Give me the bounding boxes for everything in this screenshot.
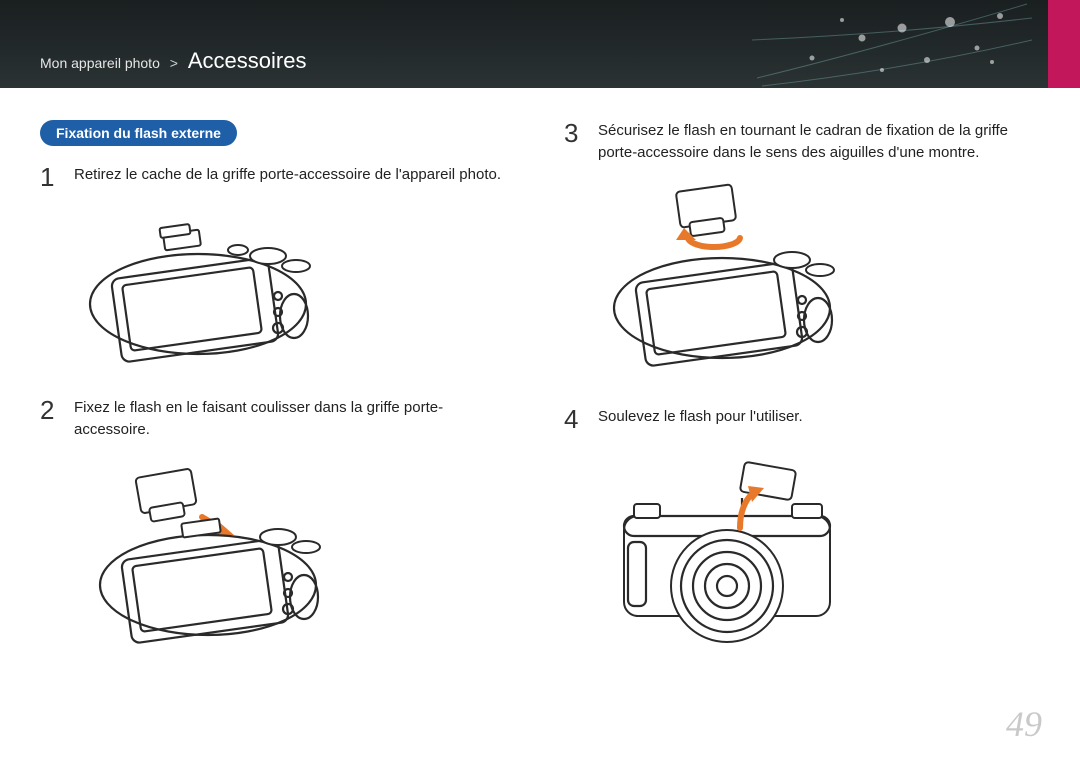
breadcrumb-separator: > (164, 55, 184, 71)
page-number: 49 (1006, 703, 1042, 745)
breadcrumb-parent: Mon appareil photo (40, 55, 160, 71)
right-column: 3 Sécurisez le flash en tournant le cadr… (564, 120, 1040, 686)
left-column: Fixation du flash externe 1 Retirez le c… (40, 120, 516, 686)
breadcrumb-current: Accessoires (188, 48, 307, 73)
step-text: Retirez le cache de la griffe porte-acce… (74, 164, 501, 186)
breadcrumb: Mon appareil photo > Accessoires (40, 48, 306, 74)
step-number: 1 (40, 164, 62, 190)
header-sparkle-decoration (752, 0, 1032, 88)
step-number: 2 (40, 397, 62, 423)
step-text: Sécurisez le flash en tournant le cadran… (598, 120, 1038, 164)
illustration-step-4 (592, 446, 1040, 676)
illustration-step-3 (592, 178, 1040, 388)
accent-bar (1048, 0, 1080, 88)
step-text: Fixez le flash en le faisant coulisser d… (74, 397, 514, 441)
step-1: 1 Retirez le cache de la griffe porte-ac… (40, 164, 516, 190)
step-number: 3 (564, 120, 586, 146)
step-2: 2 Fixez le flash en le faisant coulisser… (40, 397, 516, 441)
content-area: Fixation du flash externe 1 Retirez le c… (0, 88, 1080, 686)
step-text: Soulevez le flash pour l'utiliser. (598, 406, 803, 428)
illustration-step-1 (68, 204, 516, 379)
illustration-step-2 (68, 455, 516, 660)
page-root: Mon appareil photo > Accessoires Fixatio… (0, 0, 1080, 765)
page-header: Mon appareil photo > Accessoires (0, 0, 1080, 88)
section-pill: Fixation du flash externe (40, 120, 237, 146)
step-4: 4 Soulevez le flash pour l'utiliser. (564, 406, 1040, 432)
step-3: 3 Sécurisez le flash en tournant le cadr… (564, 120, 1040, 164)
step-number: 4 (564, 406, 586, 432)
